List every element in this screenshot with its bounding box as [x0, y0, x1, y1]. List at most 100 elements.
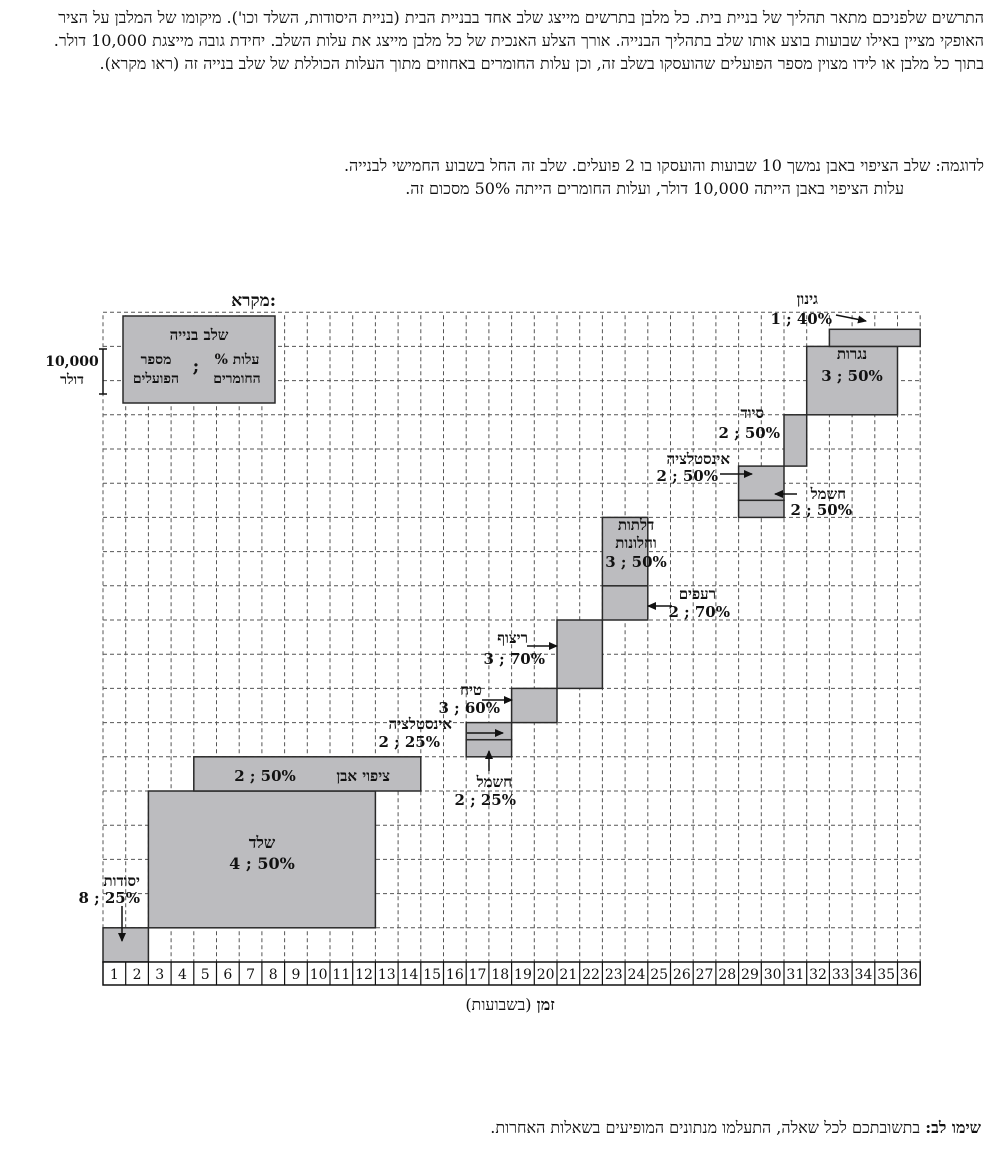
stage-bar — [737, 499, 785, 519]
x-axis-tick-label: 8 — [269, 967, 278, 983]
stage-name-gardening: גינון — [797, 290, 818, 308]
x-axis-tick-label: 22 — [582, 967, 600, 983]
stage-bar — [737, 465, 785, 502]
stage-bar — [601, 516, 649, 587]
stage-bar — [828, 328, 921, 348]
x-axis-tick-label: 6 — [223, 967, 232, 983]
legend-title: מקרא: — [231, 291, 276, 311]
stage-bar — [556, 619, 604, 690]
x-axis-tick-label: 30 — [764, 967, 782, 983]
x-axis-tick-label: 20 — [537, 967, 555, 983]
example-line-1: לדוגמה: שלב הציפוי באבן נמשך 10 שבועות ו… — [343, 156, 984, 175]
attention-note-bold: שימו לב: — [925, 1118, 981, 1137]
stage-label-doors-windows: 3 ; 50% — [605, 553, 667, 571]
attention-note-text: בתשובתכם לכל שאלה, התעלמו מנתונים המופיע… — [490, 1118, 926, 1137]
stage-label-foundations: 8 ; 25% — [78, 889, 140, 907]
stage-label-flooring: 3 ; 70% — [483, 650, 545, 668]
stage-bar — [805, 345, 899, 416]
stage-name-flooring: ריצוף — [497, 629, 528, 647]
x-axis-tick-label: 16 — [446, 967, 464, 983]
stage-name-plumbing-1: אינסטלציה — [389, 715, 453, 733]
x-axis-tick-label: 18 — [491, 967, 509, 983]
x-axis-tick-label: 28 — [718, 967, 736, 983]
stage-label-electricity-1: 2 ; 25% — [454, 791, 516, 809]
x-axis-tick-label: 32 — [809, 967, 827, 983]
legend-materials-line-1: % עלות — [215, 352, 260, 368]
x-axis-tick-label: 24 — [628, 967, 646, 983]
x-axis-tick-label: 19 — [514, 967, 532, 983]
stage-bar — [193, 756, 422, 792]
x-axis-tick-label: 12 — [355, 967, 373, 983]
x-axis-tick-label: 1 — [110, 967, 119, 983]
stage-name-doors-windows-line-1: דלתות — [618, 516, 654, 534]
legend-workers-line-1: מספר — [141, 352, 172, 368]
x-axis-title: זמן (בשבועות) — [465, 995, 555, 1014]
legend-unit-bracket — [99, 348, 107, 395]
intro-paragraph-2: בתוך כל מלבן או לידו מצוין מספר הפועלים … — [99, 54, 984, 73]
stage-label-gardening: 1 ; 40% — [770, 310, 832, 328]
example-line-2: עלות הציפוי באבן הייתה 10,000 דולר, ועלו… — [405, 179, 904, 198]
arrow-gardening — [835, 314, 867, 324]
x-axis-tick-label: 9 — [291, 967, 300, 983]
x-axis-tick-label: 26 — [673, 967, 691, 983]
stage-name-carpentry: נגרות — [837, 345, 867, 363]
stage-name-electricity-2: חשמל — [810, 485, 846, 503]
x-axis-tick-label: 21 — [559, 967, 577, 983]
attention-note: שימו לב: בתשובתכם לכל שאלה, התעלמו מנתונ… — [490, 1116, 981, 1139]
stage-label-electricity-2: 2 ; 50% — [790, 501, 852, 519]
legend-box — [122, 315, 276, 404]
x-axis-tick-label: 29 — [741, 967, 759, 983]
stage-label-whitewash: 2 ; 50% — [718, 424, 780, 442]
x-axis-tick-label: 15 — [423, 967, 441, 983]
x-axis-tick-label: 34 — [855, 967, 873, 983]
legend: מקרא: שלב בנייה % עלות החומרים ; מספר הפ… — [45, 291, 276, 404]
x-axis-tick-label: 31 — [786, 967, 804, 983]
legend-stage-label: שלב בנייה — [170, 326, 229, 344]
x-axis-tick-label: 11 — [332, 967, 350, 983]
stage-label-stone-cladding: 2 ; 50% — [234, 767, 296, 785]
intro-text: התרשים שלפניכם מתאר תהליך של בניית בית. … — [20, 6, 984, 75]
x-axis-tick-label: 10 — [310, 967, 328, 983]
x-axis-title-bold: זמן — [537, 995, 556, 1014]
stage-name-electricity-1: חשמל — [476, 773, 512, 791]
x-axis-tick-label: 14 — [401, 967, 419, 983]
x-axis-tick-label: 23 — [605, 967, 623, 983]
stage-name-foundations: יסודות — [103, 872, 140, 890]
legend-unit-line-1: 10,000 — [45, 354, 99, 370]
stage-label-skeleton: 4 ; 50% — [229, 854, 295, 873]
stage-name-whitewash: סיוד — [740, 404, 764, 422]
legend-workers-line-2: הפועלים — [133, 371, 179, 387]
stage-bar — [510, 687, 558, 724]
stage-name-doors-windows-line-2: וחלונות — [615, 534, 656, 552]
stage-bar — [102, 927, 150, 963]
x-axis-tick-label: 5 — [201, 967, 210, 983]
stage-labels: יסודות 8 ; 25% שלד 4 ; 50% ציפוי אבן 2 ;… — [78, 290, 883, 942]
stage-name-plumbing-2: אינסטלציה — [667, 450, 731, 468]
x-axis-tick-label: 36 — [900, 967, 918, 983]
x-axis: 1 2 3 4 5 6 7 8 9 10 11 12 13 14 15 16 17 18 19 20 21 22 23 24 2… — [102, 961, 921, 986]
x-axis-tick-label: 33 — [832, 967, 850, 983]
stage-label-plaster: 3 ; 60% — [438, 699, 500, 717]
x-axis-tick-label: 13 — [378, 967, 396, 983]
example-text: לדוגמה: שלב הציפוי באבן נמשך 10 שבועות ו… — [20, 154, 984, 200]
stage-bar — [601, 585, 649, 621]
x-axis-tick-label: 4 — [178, 967, 187, 983]
stage-bar — [147, 790, 377, 929]
stage-label-plumbing-2: 2 ; 50% — [656, 467, 718, 485]
legend-materials-line-2: החומרים — [213, 371, 261, 387]
x-axis-tick-label: 7 — [246, 967, 255, 983]
stage-name-skeleton: שלד — [249, 833, 276, 852]
legend-unit-line-2: דולר — [60, 372, 84, 388]
stage-bar — [783, 414, 808, 467]
x-axis-tick-label: 35 — [877, 967, 895, 983]
x-axis-tick-label: 17 — [469, 967, 487, 983]
stage-label-plumbing-1: 2 ; 25% — [378, 733, 440, 751]
x-axis-tick-label: 25 — [650, 967, 668, 983]
x-axis-tick-label: 27 — [696, 967, 714, 983]
intro-paragraph-1: התרשים שלפניכם מתאר תהליך של בניית בית. … — [53, 8, 984, 50]
stage-label-carpentry: 3 ; 50% — [821, 367, 883, 385]
legend-separator: ; — [193, 356, 200, 377]
x-axis-tick-label: 2 — [133, 967, 142, 983]
stage-label-roof-tiles: 2 ; 70% — [668, 603, 730, 621]
